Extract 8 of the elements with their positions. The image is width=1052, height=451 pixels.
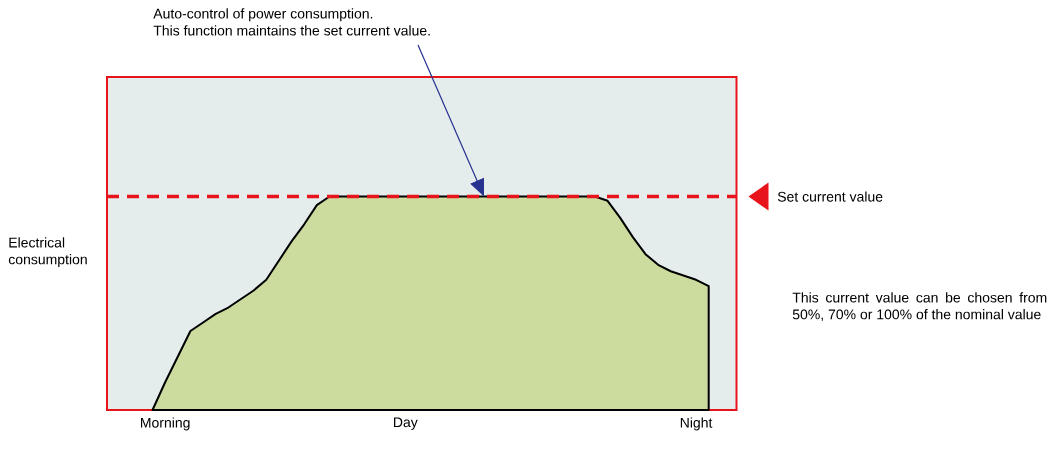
x-tick-label: Day — [394, 417, 418, 430]
y-axis-title: Electrical consumption — [8, 237, 87, 268]
text: This function maintains the set current value. — [153, 25, 430, 36]
x-tick-label: Night — [680, 417, 713, 431]
ref-line-label: Set current value — [777, 191, 883, 202]
text: This current value can be chosen from 50%, 70% or 100% of the nominal value — [792, 292, 1047, 322]
text: Auto-control of power consumption. — [153, 8, 373, 22]
x-tick-label: Morning — [141, 417, 190, 431]
